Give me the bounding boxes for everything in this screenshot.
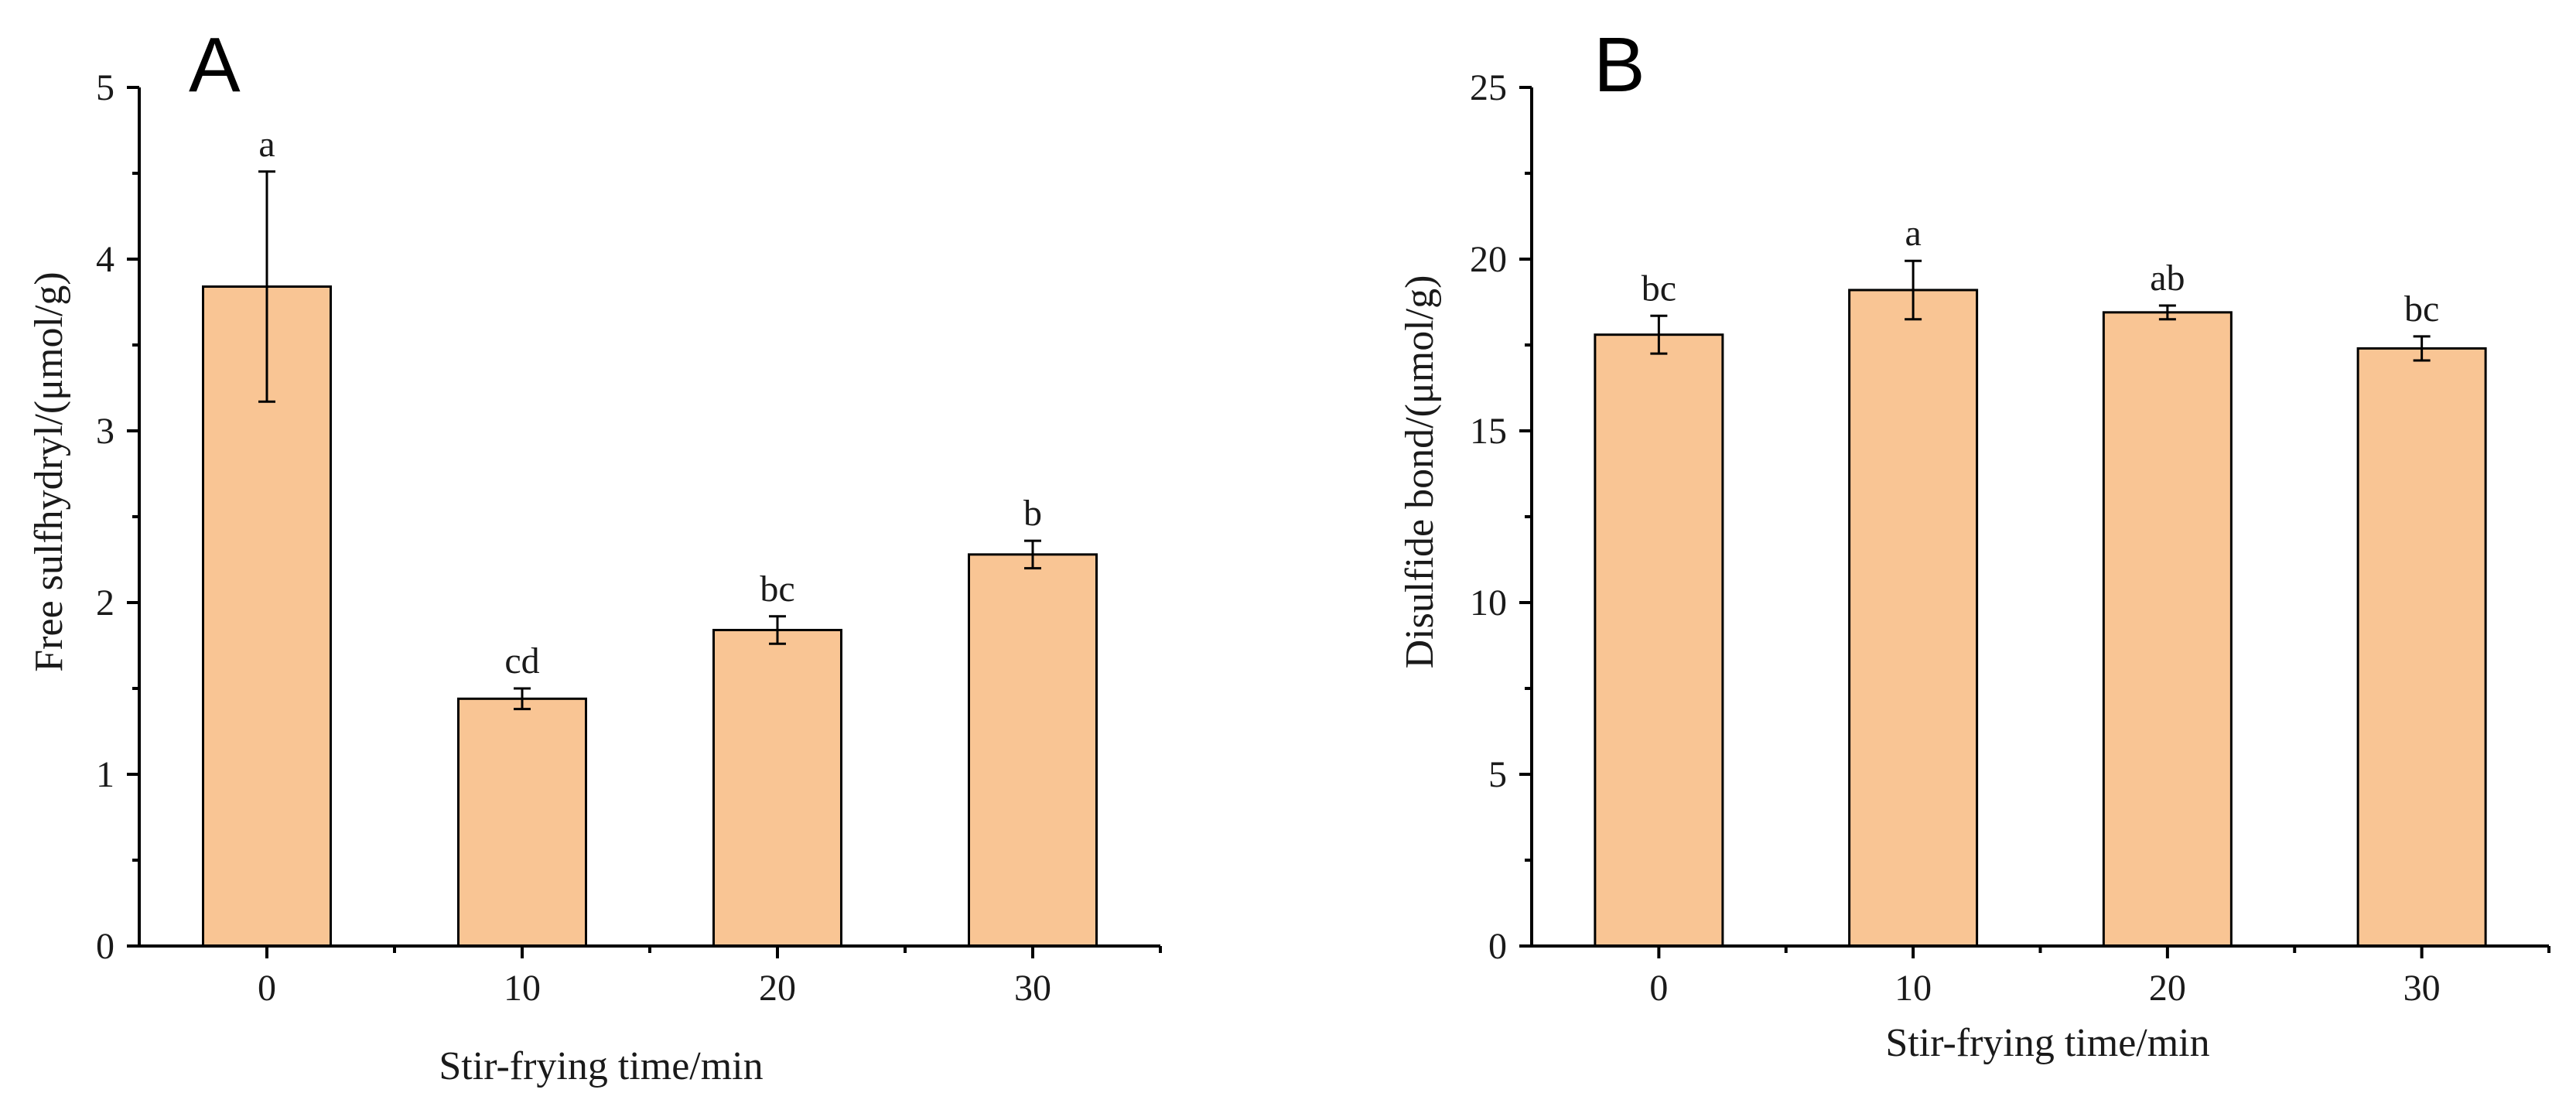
error-bar xyxy=(258,170,275,403)
bar xyxy=(1848,289,1979,948)
bar-group xyxy=(1594,289,2487,948)
y-tick-label: 5 xyxy=(1488,754,1507,795)
significance-label-group: bc a ab bc xyxy=(1642,213,2440,330)
bar xyxy=(712,629,842,948)
error-bar xyxy=(2158,304,2176,321)
bar xyxy=(2102,311,2233,948)
significance-label-group: a cd bc b xyxy=(258,124,1042,681)
y-tick-label: 4 xyxy=(96,239,114,280)
error-bar xyxy=(1024,539,1041,570)
x-tick-label: 10 xyxy=(504,968,541,1009)
significance-label: b xyxy=(1023,493,1042,534)
panel-a: A a cd bc b 0 1 2 3 4 5 0 10 20 30 Stir-frying time… xyxy=(27,22,1162,1088)
x-axis-title: Stir-frying time/min xyxy=(439,1044,763,1088)
x-tick-label: 0 xyxy=(1649,968,1668,1009)
bar xyxy=(457,697,587,948)
y-tick-label: 10 xyxy=(1470,582,1507,623)
bar xyxy=(968,553,1098,948)
y-tick-label: 1 xyxy=(96,754,114,795)
x-tick-label: 20 xyxy=(759,968,796,1009)
x-tick-group: 0 10 20 30 xyxy=(1649,946,2550,1009)
x-tick-group: 0 10 20 30 xyxy=(258,946,1162,1009)
significance-label: bc xyxy=(1642,268,1676,309)
error-bar-group xyxy=(1650,259,2431,362)
significance-label: bc xyxy=(760,569,794,610)
panel-b: B bc a ab bc 0 5 10 15 20 25 0 10 20 30 Stir-frying… xyxy=(1398,22,2550,1065)
x-tick-label: 30 xyxy=(2403,968,2441,1009)
y-tick-label: 20 xyxy=(1470,239,1507,280)
y-tick-label: 0 xyxy=(1488,926,1507,967)
x-tick-label: 30 xyxy=(1014,968,1051,1009)
y-tick-label: 25 xyxy=(1470,67,1507,108)
y-tick-label: 15 xyxy=(1470,411,1507,452)
error-bar xyxy=(2413,335,2431,362)
x-tick-label: 0 xyxy=(258,968,276,1009)
error-bar xyxy=(514,687,531,711)
significance-label: cd xyxy=(504,640,539,681)
x-tick-label: 10 xyxy=(1894,968,1932,1009)
y-tick-group: 0 5 10 15 20 25 xyxy=(1470,67,1532,967)
error-bar xyxy=(1905,259,1922,321)
y-tick-label: 5 xyxy=(96,67,114,108)
y-tick-label: 0 xyxy=(96,926,114,967)
y-tick-label: 2 xyxy=(96,582,114,623)
error-bar-group xyxy=(258,170,1041,711)
error-bar xyxy=(1650,314,1668,355)
significance-label: ab xyxy=(2150,258,2185,299)
y-axis-title: Disulfide bond/(μmol/g) xyxy=(1398,275,1442,669)
significance-label: a xyxy=(1905,213,1921,254)
significance-label: a xyxy=(258,124,275,165)
bar xyxy=(1594,333,1724,948)
x-tick-label: 20 xyxy=(2149,968,2186,1009)
y-tick-group: 0 1 2 3 4 5 xyxy=(96,67,139,967)
bar-group xyxy=(202,285,1098,948)
error-bar xyxy=(769,615,786,645)
significance-label: bc xyxy=(2404,289,2439,330)
y-axis-title: Free sulfhydryl/(μmol/g) xyxy=(27,272,71,671)
x-axis-title: Stir-frying time/min xyxy=(1885,1021,2209,1065)
bar xyxy=(2356,347,2487,948)
y-tick-label: 3 xyxy=(96,411,114,452)
panel-letter: B xyxy=(1594,22,1645,108)
panel-letter: A xyxy=(189,22,241,108)
